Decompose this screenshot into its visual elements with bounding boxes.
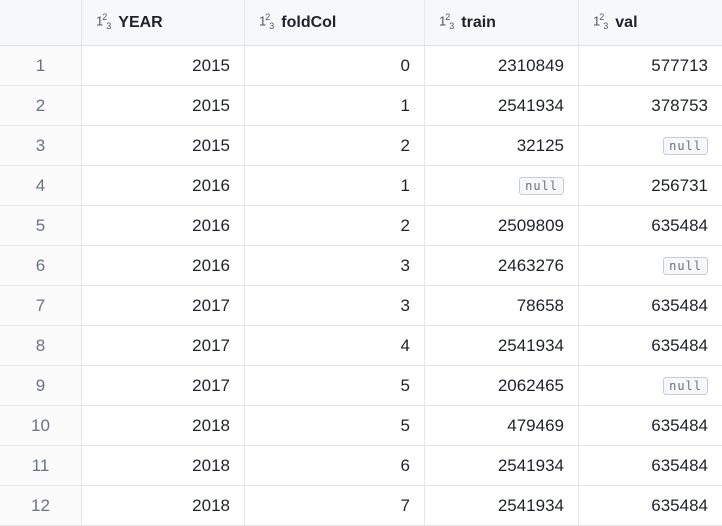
table-row: 2 2015 1 2541934 378753: [0, 86, 722, 126]
column-header-label: YEAR: [118, 13, 163, 31]
table-cell-year[interactable]: 2018: [82, 486, 245, 525]
table-row: 5 2016 2 2509809 635484: [0, 206, 722, 246]
table-cell-train[interactable]: null: [425, 166, 579, 205]
table-cell-foldcol[interactable]: 0: [245, 46, 425, 85]
table-row: 12 2018 7 2541934 635484: [0, 486, 722, 526]
table-cell-foldcol[interactable]: 1: [245, 86, 425, 125]
table-cell-val[interactable]: 635484: [651, 335, 708, 355]
table-cell-year[interactable]: 2017: [82, 366, 245, 405]
table-cell-train[interactable]: 32125: [425, 126, 579, 165]
table-cell-val[interactable]: null: [579, 246, 722, 285]
table-cell-foldcol[interactable]: 1: [245, 166, 425, 205]
table-cell-train[interactable]: 2541934: [425, 446, 579, 485]
null-badge: null: [663, 136, 708, 155]
numeric-type-icon: 123: [96, 12, 111, 31]
table-cell-year[interactable]: 2015: [82, 86, 245, 125]
row-index-cell: 3: [0, 126, 82, 165]
table-cell-train[interactable]: 2310849: [425, 46, 579, 85]
row-index-cell: 4: [0, 166, 82, 205]
table-cell-val[interactable]: 635484: [651, 215, 708, 235]
table-row: 8 2017 4 2541934 635484: [0, 326, 722, 366]
table-row: 11 2018 6 2541934 635484: [0, 446, 722, 486]
table-row: 1 2015 0 2310849 577713: [0, 46, 722, 86]
table-cell-val[interactable]: 635484: [651, 495, 708, 515]
table-cell-train[interactable]: 2541934: [425, 86, 579, 125]
row-index-cell: 10: [0, 406, 82, 445]
row-index-cell: 2: [0, 86, 82, 125]
row-index-cell: 1: [0, 46, 82, 85]
table-cell-train[interactable]: 78658: [425, 286, 579, 325]
table-cell-foldcol[interactable]: 6: [245, 446, 425, 485]
table-cell-val[interactable]: null: [579, 126, 722, 165]
table-row: 7 2017 3 78658 635484: [0, 286, 722, 326]
column-header-year[interactable]: 123 YEAR: [82, 0, 245, 45]
null-badge: null: [663, 256, 708, 275]
table-cell-val[interactable]: null: [579, 366, 722, 405]
column-header-label: foldCol: [281, 13, 337, 31]
numeric-type-icon: 123: [439, 12, 454, 31]
row-index-cell: 9: [0, 366, 82, 405]
column-header-train[interactable]: 123 train: [425, 0, 579, 45]
row-index-cell: 6: [0, 246, 82, 285]
table-header-row: 123 YEAR 123 foldCol 123 train 123 val: [0, 0, 722, 46]
table-cell-year[interactable]: 2016: [82, 206, 245, 245]
table-cell-year[interactable]: 2018: [82, 446, 245, 485]
numeric-type-icon: 123: [259, 12, 274, 31]
table-cell-train[interactable]: 2062465: [425, 366, 579, 405]
column-header-label: train: [461, 13, 496, 31]
table-cell-year[interactable]: 2016: [82, 246, 245, 285]
table-cell-year[interactable]: 2017: [82, 286, 245, 325]
table-cell-foldcol[interactable]: 4: [245, 326, 425, 365]
row-index-cell: 8: [0, 326, 82, 365]
table-cell-foldcol[interactable]: 5: [245, 366, 425, 405]
table-cell-val[interactable]: 635484: [651, 295, 708, 315]
table-row: 9 2017 5 2062465 null: [0, 366, 722, 406]
table-cell-train[interactable]: 2541934: [425, 486, 579, 525]
table-cell-foldcol[interactable]: 3: [245, 246, 425, 285]
table-cell-val[interactable]: 256731: [651, 175, 708, 195]
row-index-header: [0, 0, 82, 45]
row-index-cell: 7: [0, 286, 82, 325]
table-cell-train[interactable]: 2463276: [425, 246, 579, 285]
table-row: 6 2016 3 2463276 null: [0, 246, 722, 286]
table-cell-train[interactable]: 479469: [425, 406, 579, 445]
null-badge: null: [663, 376, 708, 395]
row-index-cell: 12: [0, 486, 82, 525]
table-cell-foldcol[interactable]: 5: [245, 406, 425, 445]
null-badge: null: [519, 176, 564, 195]
table-cell-foldcol[interactable]: 2: [245, 206, 425, 245]
table-cell-val[interactable]: 635484: [651, 455, 708, 475]
table-cell-foldcol[interactable]: 3: [245, 286, 425, 325]
table-cell-val[interactable]: 577713: [651, 55, 708, 75]
table-cell-year[interactable]: 2017: [82, 326, 245, 365]
table-cell-year[interactable]: 2015: [82, 46, 245, 85]
column-header-val[interactable]: 123 val: [579, 0, 722, 45]
table-body: 1 2015 0 2310849 577713 2 2015 1 2541934 378753 3 2…: [0, 46, 722, 526]
table-row: 4 2016 1 null 256731: [0, 166, 722, 206]
table-row: 10 2018 5 479469 635484: [0, 406, 722, 446]
table-cell-train[interactable]: 2541934: [425, 326, 579, 365]
table-cell-val[interactable]: 378753: [651, 95, 708, 115]
row-index-cell: 11: [0, 446, 82, 485]
table-cell-year[interactable]: 2015: [82, 126, 245, 165]
table-cell-train[interactable]: 2509809: [425, 206, 579, 245]
table-cell-foldcol[interactable]: 2: [245, 126, 425, 165]
row-index-cell: 5: [0, 206, 82, 245]
table-cell-year[interactable]: 2016: [82, 166, 245, 205]
table-row: 3 2015 2 32125 null: [0, 126, 722, 166]
column-header-foldcol[interactable]: 123 foldCol: [245, 0, 425, 45]
table-cell-val[interactable]: 635484: [651, 415, 708, 435]
table-cell-foldcol[interactable]: 7: [245, 486, 425, 525]
numeric-type-icon: 123: [593, 12, 608, 31]
column-header-label: val: [615, 13, 638, 31]
table-cell-year[interactable]: 2018: [82, 406, 245, 445]
